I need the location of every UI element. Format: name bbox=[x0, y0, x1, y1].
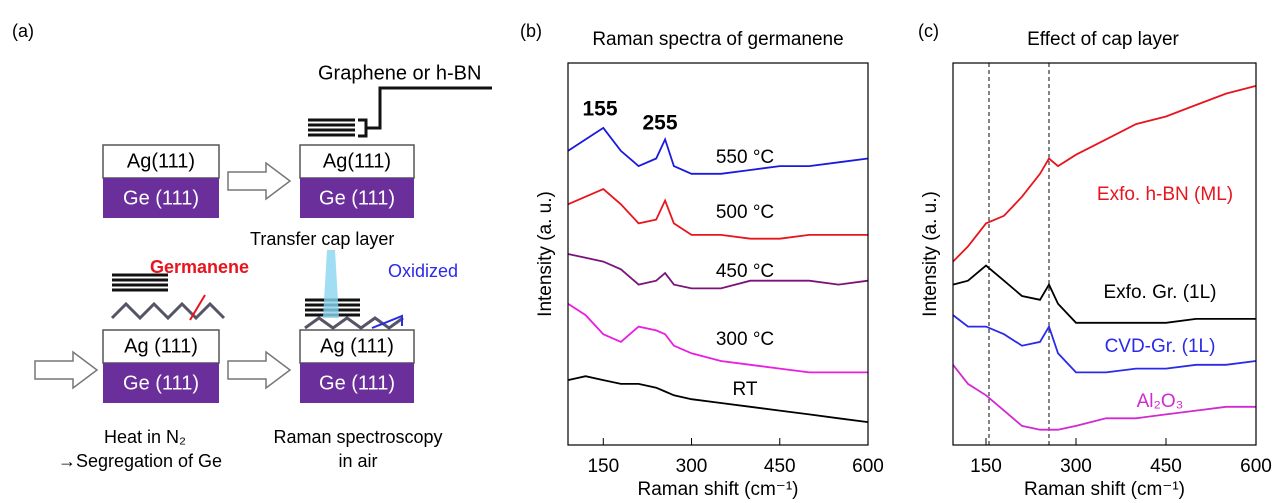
x-tick-label: 300 bbox=[1060, 456, 1092, 477]
chart-title: Raman spectra of germanene bbox=[592, 29, 843, 50]
caption: Heat in N₂ bbox=[104, 427, 186, 447]
layer-label: Ge (111) bbox=[319, 372, 395, 394]
germanene bbox=[304, 316, 404, 330]
series-label: 450 °C bbox=[716, 261, 774, 282]
x-tick-label: 600 bbox=[1240, 456, 1272, 477]
y-axis-label: Intensity (a. u.) bbox=[535, 191, 556, 317]
layer-label: Ge (111) bbox=[123, 187, 199, 209]
spectrum bbox=[952, 364, 1256, 431]
caption: Raman spectroscopy bbox=[273, 427, 442, 447]
x-tick-label: 300 bbox=[676, 456, 708, 477]
annotation: Oxidized bbox=[388, 261, 458, 281]
x-tick-label: 150 bbox=[587, 456, 619, 477]
cap-layers bbox=[112, 273, 168, 292]
pointer bbox=[189, 294, 206, 321]
peak-label: 155 bbox=[582, 98, 617, 121]
layer bbox=[102, 144, 220, 179]
laser-beam bbox=[323, 250, 339, 318]
layer-label: Ag (111) bbox=[320, 335, 394, 357]
x-tick-label: 150 bbox=[970, 456, 1002, 477]
cap-layers bbox=[308, 118, 355, 137]
annotation: Transfer cap layer bbox=[250, 229, 394, 249]
layer bbox=[300, 363, 414, 403]
layer bbox=[299, 144, 415, 179]
layer-label: Ag(111) bbox=[323, 150, 391, 172]
spectrum bbox=[567, 375, 869, 423]
annotation: Graphene or h-BN bbox=[318, 62, 481, 84]
spectrum bbox=[952, 314, 1257, 374]
spectrum bbox=[952, 85, 1257, 263]
series-label: Exfo. h-BN (ML) bbox=[1097, 184, 1233, 205]
series-label: RT bbox=[733, 379, 758, 400]
layer bbox=[103, 363, 219, 403]
caption: in air bbox=[338, 451, 377, 471]
series-label: 300 °C bbox=[716, 329, 774, 350]
series-label: 550 °C bbox=[716, 147, 774, 168]
series-label: CVD-Gr. (1L) bbox=[1105, 336, 1216, 357]
spectrum bbox=[567, 302, 868, 374]
pointer bbox=[371, 314, 403, 329]
peak-label: 255 bbox=[642, 112, 677, 135]
layer-label: Ge (111) bbox=[123, 372, 199, 394]
chart-title: Effect of cap layer bbox=[1027, 29, 1179, 50]
plot-frame bbox=[952, 62, 1257, 446]
x-tick-label: 450 bbox=[764, 456, 796, 477]
layer-label: Ge (111) bbox=[319, 187, 395, 209]
x-axis-label: Raman shift (cm⁻¹) bbox=[1024, 479, 1185, 500]
panel-label: (a) bbox=[12, 21, 34, 41]
plot-frame bbox=[567, 62, 869, 446]
germanene bbox=[110, 301, 226, 321]
caption: →Segregation of Ge bbox=[58, 451, 222, 471]
x-axis-label: Raman shift (cm⁻¹) bbox=[638, 479, 799, 500]
spectrum bbox=[567, 253, 869, 290]
panel-label: (c) bbox=[918, 21, 939, 41]
arrow bbox=[34, 350, 99, 390]
y-axis-label: Intensity (a. u.) bbox=[920, 191, 941, 317]
series-label: 500 °C bbox=[716, 202, 774, 223]
layer-label: Ag(111) bbox=[127, 150, 195, 172]
layer bbox=[103, 178, 219, 218]
bracket bbox=[358, 86, 492, 138]
series-label: Exfo. Gr. (1L) bbox=[1104, 282, 1217, 303]
panel-label: (b) bbox=[520, 21, 542, 41]
series-label: Al₂O₃ bbox=[1137, 391, 1184, 412]
panel-a: (a) Ag(111) Ge (111) Ag(111) Ge (111) Gr… bbox=[12, 21, 492, 471]
layer-label: Ag (111) bbox=[124, 335, 198, 357]
spectrum bbox=[567, 126, 869, 175]
arrow bbox=[227, 350, 292, 390]
x-tick-label: 600 bbox=[852, 456, 884, 477]
spectrum bbox=[952, 264, 1256, 324]
arrow bbox=[227, 161, 292, 201]
layer bbox=[300, 178, 414, 218]
annotation: Germanene bbox=[150, 257, 249, 277]
x-tick-label: 450 bbox=[1150, 456, 1182, 477]
spectrum bbox=[567, 188, 868, 240]
